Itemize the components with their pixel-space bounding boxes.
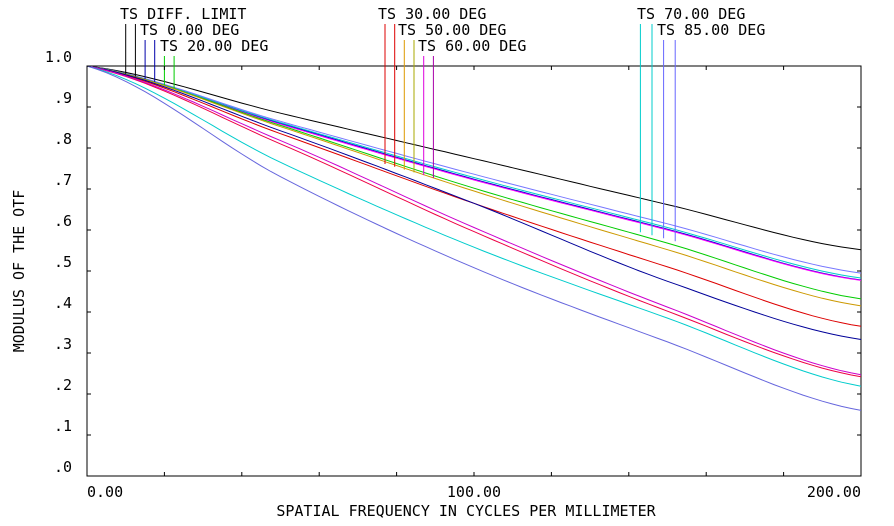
y-tick-label: .1: [54, 417, 72, 435]
y-tick-label: .3: [54, 335, 72, 353]
legend-label-50-deg: TS 50.00 DEG: [398, 21, 506, 39]
series-line: [86, 65, 862, 279]
legend-label-70-deg: TS 70.00 DEG: [637, 5, 745, 23]
series-layer: [86, 65, 862, 411]
legend-label-30-deg: TS 30.00 DEG: [378, 5, 486, 23]
x-tick-label: 200.00: [807, 483, 861, 501]
series-line: [86, 65, 862, 251]
plot-frame: [86, 65, 862, 477]
series-line: [86, 65, 862, 327]
y-tick-label: 1.0: [45, 48, 72, 66]
legend-label-60-deg: TS 60.00 DEG: [418, 37, 526, 55]
legend-label-20-deg: TS 20.00 DEG: [160, 37, 268, 55]
series-line: [86, 65, 862, 411]
y-tick-label: .7: [54, 171, 72, 189]
x-axis-title: SPATIAL FREQUENCY IN CYCLES PER MILLIMET…: [276, 502, 656, 520]
series-line: [86, 65, 862, 378]
series-line: [86, 65, 862, 376]
series-line: [86, 65, 862, 340]
y-tick-label: .0: [54, 458, 72, 476]
legend-label-diff-limit: TS DIFF. LIMIT: [120, 5, 246, 23]
x-tick-label: 0.00: [87, 483, 123, 501]
series-line: [86, 65, 862, 307]
y-tick-label: .2: [54, 376, 72, 394]
y-tick-label: .6: [54, 212, 72, 230]
y-tick-label: .9: [54, 89, 72, 107]
legend-marker-layer: [125, 24, 676, 242]
y-tick-label: .5: [54, 253, 72, 271]
tick-layer: [86, 65, 862, 477]
series-line: [86, 65, 862, 387]
series-line: [86, 65, 862, 281]
y-tick-label: .8: [54, 130, 72, 148]
series-line: [86, 65, 862, 274]
x-tick-label: 100.00: [447, 483, 501, 501]
legend-label-0-deg: TS 0.00 DEG: [140, 21, 239, 39]
y-tick-label: .4: [54, 294, 72, 312]
legend-label-85-deg: TS 85.00 DEG: [657, 21, 765, 39]
series-line: [86, 65, 862, 300]
y-axis-title: MODULUS OF THE OTF: [10, 190, 28, 353]
